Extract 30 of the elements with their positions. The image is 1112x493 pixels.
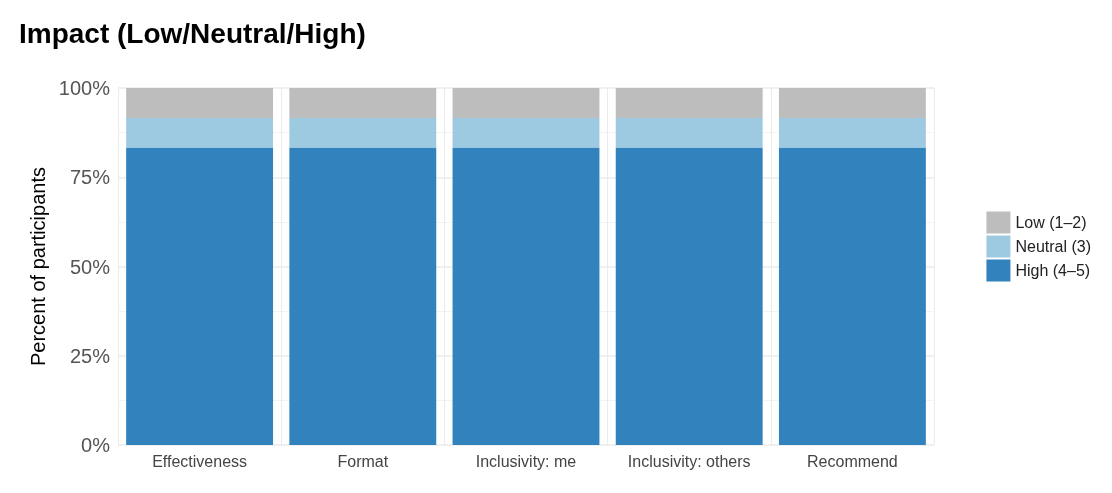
bar [126,117,274,148]
x-tick-label: Format [337,452,389,470]
bar [452,117,600,148]
legend-label: Low (1–2) [1015,214,1087,231]
bar [778,88,926,118]
x-tick-label: Effectiveness [152,452,248,470]
bar [778,117,926,148]
x-tick-label: Inclusivity: me [475,452,577,470]
bar [615,88,763,118]
y-axis-title: Percent of participants [26,167,49,366]
bar [126,147,274,445]
bar [452,147,600,445]
x-tick-label: Recommend [807,452,898,470]
y-tick-label: 25% [69,344,111,367]
y-tick-label: 75% [69,166,111,189]
bar [126,88,274,118]
y-tick-label: 0% [81,434,111,456]
y-tick-label: 100% [58,77,111,99]
chart-title: Impact (Low/Neutral/High) [19,17,366,49]
legend-label: High (4–5) [1015,262,1091,279]
bar [452,88,600,118]
bar [289,117,437,148]
bar [615,147,763,445]
bar [289,88,437,118]
bar [615,117,763,148]
bar [778,147,926,445]
legend-label: Neutral (3) [1015,238,1091,255]
y-tick-label: 50% [69,255,111,278]
x-tick-label: Inclusivity: others [627,452,751,470]
bar [289,147,437,445]
